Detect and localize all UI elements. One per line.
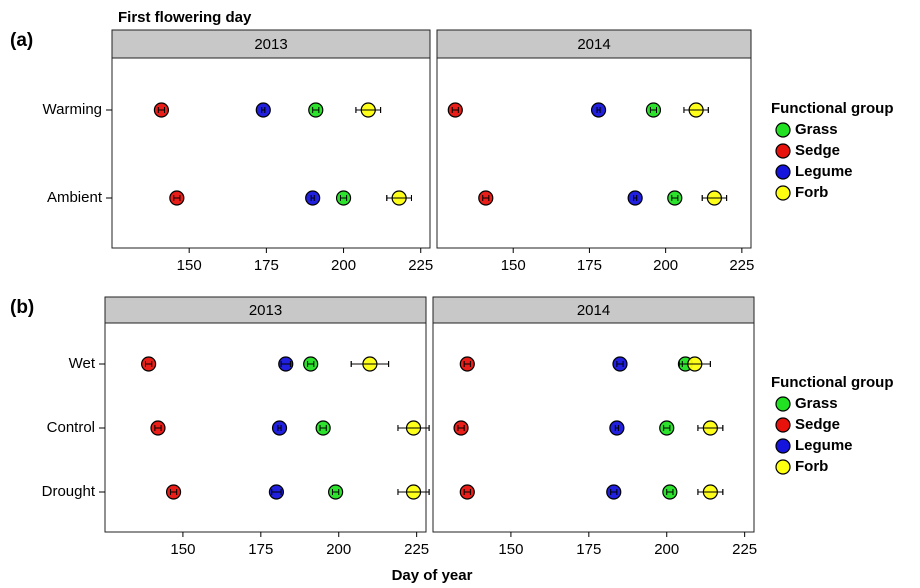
x-tick-label: 150 <box>170 541 195 558</box>
error-bar-inner <box>350 361 390 367</box>
error-bar-inner <box>154 425 162 431</box>
y-tick-label: Warming <box>43 101 102 118</box>
panel-label: (a) <box>10 30 33 51</box>
error-bar-inner <box>451 107 459 113</box>
x-tick-label: 225 <box>408 257 433 274</box>
strip <box>111 29 431 59</box>
y-tick-label: Control <box>47 419 95 436</box>
legend-label: Grass <box>795 121 838 138</box>
error-bar-inner <box>339 195 348 201</box>
legend-title: Functional group <box>771 100 893 117</box>
error-bar-inner <box>319 425 327 431</box>
legend-swatch <box>775 143 791 159</box>
error-bar-inner <box>169 489 178 495</box>
error-bar-inner <box>633 195 638 201</box>
legend-swatch <box>775 396 791 412</box>
strip-label: 2014 <box>577 36 610 53</box>
error-bar-inner <box>482 195 490 201</box>
x-tick-label: 150 <box>177 257 202 274</box>
error-bar-inner <box>145 361 153 367</box>
error-bar-inner <box>157 107 165 113</box>
x-tick-label: 200 <box>654 541 679 558</box>
y-tick-label: Ambient <box>47 189 103 206</box>
legend-swatch <box>775 417 791 433</box>
legend-swatch <box>775 185 791 201</box>
legend-swatch <box>775 164 791 180</box>
error-bar-inner <box>596 107 601 113</box>
panel <box>111 57 431 249</box>
error-bar-inner <box>610 489 618 495</box>
legend-label: Forb <box>795 458 828 475</box>
error-bar-inner <box>307 361 315 367</box>
error-bar-inner <box>666 489 674 495</box>
x-tick-label: 175 <box>576 541 601 558</box>
error-bar-inner <box>649 107 657 113</box>
legend-label: Legume <box>795 163 853 180</box>
error-bar-inner <box>616 361 624 367</box>
x-tick-label: 225 <box>729 257 754 274</box>
error-bar-inner <box>271 489 282 495</box>
error-bar-inner <box>386 195 412 201</box>
x-tick-label: 200 <box>326 541 351 558</box>
legend-label: Grass <box>795 395 838 412</box>
strip-label: 2013 <box>254 36 287 53</box>
error-bar-inner <box>678 361 711 367</box>
error-bar-inner <box>310 195 315 201</box>
error-bar-inner <box>397 425 430 431</box>
x-tick-label: 150 <box>501 257 526 274</box>
strip-label: 2013 <box>249 302 282 319</box>
panel <box>436 57 752 249</box>
x-tick-label: 175 <box>577 257 602 274</box>
error-bar-inner <box>463 361 471 367</box>
error-bar-inner <box>697 425 724 431</box>
strip <box>436 29 752 59</box>
error-bar-inner <box>697 489 724 495</box>
error-bar-inner <box>614 425 619 431</box>
x-tick-label: 150 <box>498 541 523 558</box>
strip <box>104 296 427 324</box>
error-bar-inner <box>173 195 181 201</box>
legend-swatch <box>775 438 791 454</box>
chart-title: First flowering day <box>118 9 252 26</box>
y-tick-label: Wet <box>69 355 96 372</box>
error-bar-inner <box>457 425 465 431</box>
error-bar-inner <box>671 195 679 201</box>
error-bar-inner <box>277 425 282 431</box>
x-axis-label: Day of year <box>392 567 473 584</box>
legend-swatch <box>775 459 791 475</box>
panel-label: (b) <box>10 297 34 318</box>
error-bar-inner <box>261 107 266 113</box>
y-tick-label: Drought <box>42 483 96 500</box>
error-bar-inner <box>463 489 471 495</box>
error-bar-inner <box>701 195 728 201</box>
strip <box>432 296 755 324</box>
strip-label: 2014 <box>577 302 610 319</box>
x-tick-label: 225 <box>404 541 429 558</box>
legend-label: Legume <box>795 437 853 454</box>
x-tick-label: 200 <box>331 257 356 274</box>
error-bar-inner <box>312 107 320 113</box>
error-bar-inner <box>280 361 291 367</box>
error-bar-inner <box>663 425 671 431</box>
error-bar-inner <box>355 107 382 113</box>
error-bar-inner <box>397 489 430 495</box>
legend-label: Forb <box>795 184 828 201</box>
error-bar-inner <box>332 489 340 495</box>
error-bar-inner <box>683 107 709 113</box>
legend-label: Sedge <box>795 142 840 159</box>
x-tick-label: 225 <box>732 541 757 558</box>
x-tick-label: 175 <box>254 257 279 274</box>
legend-swatch <box>775 122 791 138</box>
legend-label: Sedge <box>795 416 840 433</box>
x-tick-label: 200 <box>653 257 678 274</box>
legend-title: Functional group <box>771 374 893 391</box>
x-tick-label: 175 <box>248 541 273 558</box>
